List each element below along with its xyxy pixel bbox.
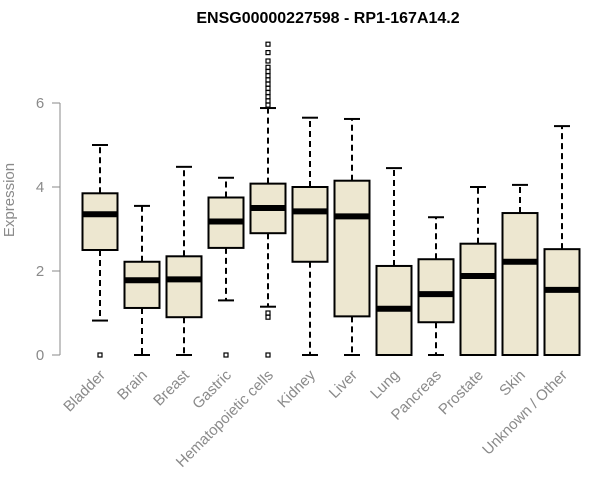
outlier-point <box>265 68 271 75</box>
x-tick-label: Breast <box>150 366 193 409</box>
x-tick-label: Prostate <box>435 367 487 419</box>
box-brain <box>123 204 161 356</box>
box-iqr <box>333 179 371 318</box>
box-hematopoietic-cells <box>249 41 287 358</box>
box-iqr <box>165 255 203 319</box>
box-breast <box>165 165 203 356</box>
box-iqr <box>417 258 455 324</box>
y-axis-label: Expression <box>1 163 18 237</box>
y-tick-label: 6 <box>36 95 44 112</box>
x-tick-label: Bladder <box>60 367 109 416</box>
box-iqr <box>459 242 497 356</box>
x-tick-label: Brain <box>114 367 151 404</box>
box-series <box>81 41 581 358</box>
box-pancreas <box>417 216 455 356</box>
box-iqr <box>123 260 161 309</box>
box-skin <box>501 183 539 356</box>
box-liver <box>333 117 371 356</box>
box-gastric <box>207 176 245 358</box>
outlier-point <box>265 98 271 104</box>
outlier-point <box>265 64 271 70</box>
outlier-point <box>97 352 103 358</box>
outlier-point <box>265 73 271 79</box>
box-iqr <box>81 192 119 252</box>
outlier-point <box>265 81 271 87</box>
outlier-point <box>265 89 271 96</box>
box-prostate <box>459 186 497 356</box>
chart-title: ENSG00000227598 - RP1-167A14.2 <box>196 10 459 27</box>
box-bladder <box>81 144 119 358</box>
y-tick-label: 0 <box>36 347 44 364</box>
outlier-point <box>223 352 229 358</box>
outlier-point <box>265 77 271 83</box>
box-iqr <box>501 212 539 356</box>
y-axis: 0 2 4 6 <box>36 95 61 364</box>
x-tick-label: Skin <box>496 367 529 400</box>
x-tick-label: Lung <box>367 367 403 403</box>
x-tick-label: Kidney <box>274 366 319 411</box>
box-kidney <box>291 116 329 356</box>
box-unknown-other <box>543 125 581 356</box>
y-tick-label: 2 <box>36 263 44 280</box>
outlier-point <box>265 310 271 316</box>
outlier-point <box>265 314 271 320</box>
outlier-point <box>265 94 271 100</box>
box-iqr <box>543 248 581 356</box>
outlier-point <box>265 49 271 56</box>
box-lung <box>375 167 413 356</box>
outlier-point <box>265 102 271 108</box>
outlier-point <box>265 41 271 47</box>
box-iqr <box>291 186 329 263</box>
outlier-point <box>265 352 271 358</box>
outlier-point <box>265 85 271 91</box>
outlier-point <box>265 58 271 64</box>
y-tick-label: 4 <box>36 179 44 196</box>
x-tick-label: Liver <box>326 367 361 402</box>
